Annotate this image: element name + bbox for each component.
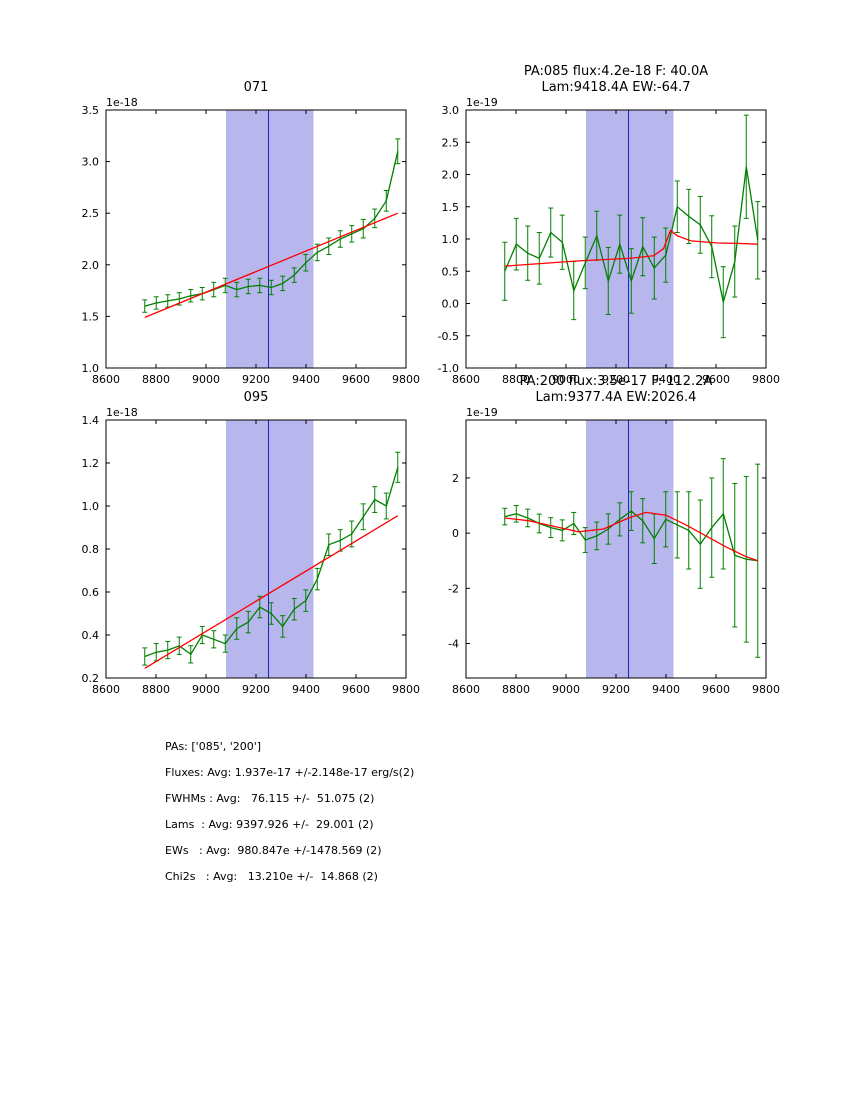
svg-text:9400: 9400 bbox=[292, 683, 320, 696]
svg-text:1.5: 1.5 bbox=[82, 310, 100, 323]
svg-text:9800: 9800 bbox=[392, 373, 420, 386]
panel-pa200-plot: 8600 8800 9000 9200 9400 9600 9800 -4 -2 0 2 1e-19 bbox=[448, 408, 780, 696]
svg-text:3.0: 3.0 bbox=[82, 156, 100, 169]
panel-spectrum-071: 071 8600 8800 9000 9200 9400 9600 9800 1.0 1.5 2.… bbox=[50, 62, 430, 402]
svg-text:8800: 8800 bbox=[142, 683, 170, 696]
svg-text:3.0: 3.0 bbox=[442, 104, 460, 117]
svg-text:8600: 8600 bbox=[452, 373, 480, 386]
panel-pa200-title: PA:200 flux:3.5e-17 F: 112.2A Lam:9377.4… bbox=[466, 372, 766, 406]
panel-pa200-title-line2: Lam:9377.4A EW:2026.4 bbox=[535, 390, 697, 405]
panel-095-plot: 8600 8800 9000 9200 9400 9600 9800 0.2 0.4 0.6 0.8… bbox=[82, 408, 421, 696]
svg-text:1.0: 1.0 bbox=[82, 500, 100, 513]
svg-text:9400: 9400 bbox=[652, 683, 680, 696]
summary-line-chi2s: Chi2s : Avg: 13.210e +/- 14.868 (2) bbox=[165, 870, 378, 883]
panel-pa085-title: PA:085 flux:4.2e-18 F: 40.0A Lam:9418.4A… bbox=[466, 62, 766, 96]
svg-text:9000: 9000 bbox=[192, 373, 220, 386]
svg-text:1e-19: 1e-19 bbox=[466, 408, 498, 419]
svg-text:8800: 8800 bbox=[142, 373, 170, 386]
panel-071-plot: 8600 8800 9000 9200 9400 9600 9800 1.0 1.5 2.0 2.5… bbox=[82, 98, 421, 386]
svg-text:1e-19: 1e-19 bbox=[466, 98, 498, 109]
svg-text:0.5: 0.5 bbox=[442, 265, 460, 278]
svg-text:1.0: 1.0 bbox=[82, 362, 100, 375]
svg-text:9800: 9800 bbox=[752, 373, 780, 386]
svg-text:9600: 9600 bbox=[702, 373, 730, 386]
panel-pa085-title-line2: Lam:9418.4A EW:-64.7 bbox=[541, 80, 691, 95]
summary-line-fwhms: FWHMs : Avg: 76.115 +/- 51.075 (2) bbox=[165, 792, 375, 805]
svg-text:8800: 8800 bbox=[502, 373, 530, 386]
svg-text:8800: 8800 bbox=[502, 683, 530, 696]
svg-text:9400: 9400 bbox=[292, 373, 320, 386]
svg-text:9200: 9200 bbox=[242, 373, 270, 386]
svg-text:1.4: 1.4 bbox=[82, 414, 100, 427]
svg-text:1e-18: 1e-18 bbox=[106, 98, 138, 109]
svg-text:1e-18: 1e-18 bbox=[106, 408, 138, 419]
svg-text:9600: 9600 bbox=[342, 373, 370, 386]
svg-text:9200: 9200 bbox=[602, 373, 630, 386]
svg-text:9200: 9200 bbox=[242, 683, 270, 696]
summary-line-pas: PAs: ['085', '200'] bbox=[165, 740, 262, 753]
svg-text:9400: 9400 bbox=[652, 373, 680, 386]
svg-text:2.0: 2.0 bbox=[82, 259, 100, 272]
panel-spectrum-095: 095 8600 8800 9000 9200 9400 9600 9800 0.2 0.4 0.… bbox=[50, 372, 430, 712]
svg-text:2.0: 2.0 bbox=[442, 169, 460, 182]
panel-071-title-line: 071 bbox=[243, 80, 269, 95]
svg-text:9800: 9800 bbox=[752, 683, 780, 696]
svg-text:0.8: 0.8 bbox=[82, 543, 100, 556]
panel-fit-pa200: PA:200 flux:3.5e-17 F: 112.2A Lam:9377.4… bbox=[410, 372, 790, 712]
svg-text:-0.5: -0.5 bbox=[438, 330, 459, 343]
svg-text:8600: 8600 bbox=[92, 373, 120, 386]
svg-text:1.0: 1.0 bbox=[442, 233, 460, 246]
panel-095-title-line: 095 bbox=[243, 390, 269, 405]
svg-text:9800: 9800 bbox=[392, 683, 420, 696]
svg-text:-1.0: -1.0 bbox=[438, 362, 459, 375]
summary-line-fluxes: Fluxes: Avg: 1.937e-17 +/-2.148e-17 erg/… bbox=[165, 766, 415, 779]
svg-text:-4: -4 bbox=[448, 638, 459, 651]
panel-095-title: 095 bbox=[106, 372, 406, 406]
panel-pa085-plot: 8600 8800 9000 9200 9400 9600 9800 -1.0 -0.5 0.0 0… bbox=[438, 98, 780, 386]
svg-text:9600: 9600 bbox=[702, 683, 730, 696]
svg-text:-2: -2 bbox=[448, 582, 459, 595]
summary-line-ews: EWs : Avg: 980.847e +/-1478.569 (2) bbox=[165, 844, 382, 857]
svg-text:1.2: 1.2 bbox=[82, 457, 100, 470]
svg-text:0: 0 bbox=[452, 527, 459, 540]
svg-text:9000: 9000 bbox=[552, 373, 580, 386]
svg-text:3.5: 3.5 bbox=[82, 104, 100, 117]
svg-text:0.4: 0.4 bbox=[82, 629, 100, 642]
svg-text:2: 2 bbox=[452, 472, 459, 485]
panel-fit-pa085: PA:085 flux:4.2e-18 F: 40.0A Lam:9418.4A… bbox=[410, 62, 790, 402]
svg-text:8600: 8600 bbox=[92, 683, 120, 696]
panel-pa085-title-line1: PA:085 flux:4.2e-18 F: 40.0A bbox=[523, 64, 709, 79]
svg-text:2.5: 2.5 bbox=[442, 136, 460, 149]
svg-text:8600: 8600 bbox=[452, 683, 480, 696]
panel-071-title: 071 bbox=[106, 62, 406, 96]
svg-text:0.2: 0.2 bbox=[82, 672, 100, 685]
svg-text:9600: 9600 bbox=[342, 683, 370, 696]
panel-pa200-title-line1: PA:200 flux:3.5e-17 F: 112.2A bbox=[519, 374, 713, 389]
svg-text:0.0: 0.0 bbox=[442, 298, 460, 311]
svg-text:9000: 9000 bbox=[192, 683, 220, 696]
svg-text:0.6: 0.6 bbox=[82, 586, 100, 599]
summary-line-lams: Lams : Avg: 9397.926 +/- 29.001 (2) bbox=[165, 818, 374, 831]
svg-text:9200: 9200 bbox=[602, 683, 630, 696]
svg-text:9000: 9000 bbox=[552, 683, 580, 696]
svg-text:2.5: 2.5 bbox=[82, 207, 100, 220]
summary-text-block: PAs: ['085', '200'] Fluxes: Avg: 1.937e-… bbox=[165, 734, 414, 890]
svg-text:1.5: 1.5 bbox=[442, 201, 460, 214]
